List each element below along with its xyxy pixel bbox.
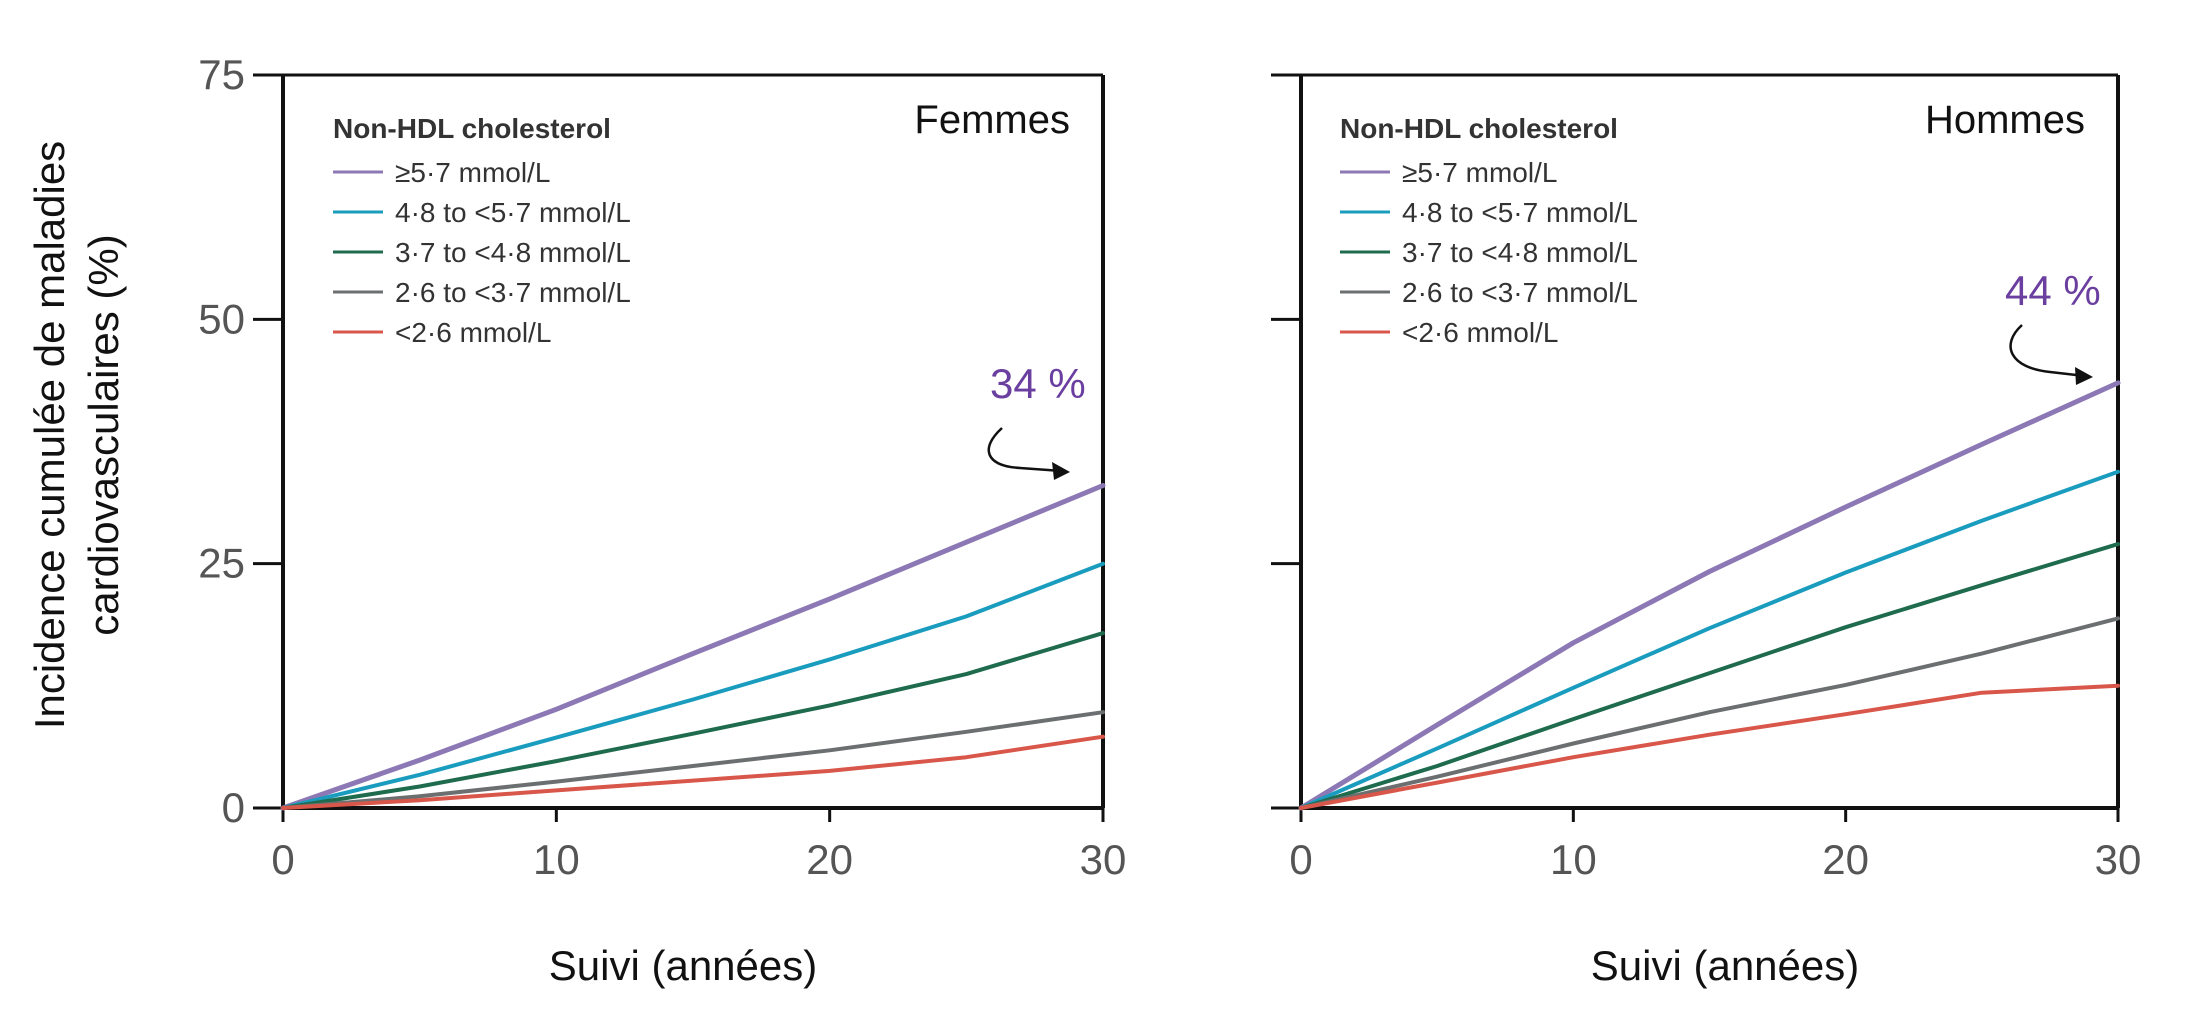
series-line-4 <box>281 734 1105 810</box>
panel-title-hommes: Hommes <box>1925 98 2085 142</box>
series-lines <box>280 483 1106 811</box>
panel-femmes: 0 25 50 75 0 10 20 30 Femmes Non-HDL cholester… <box>198 51 1126 989</box>
legend-label: 4·8 to <5·7 mmol/L <box>395 197 631 228</box>
legend-label: ≥5·7 mmol/L <box>395 157 550 188</box>
x-tick-label: 0 <box>271 836 294 883</box>
x-axis-title: Suivi (années) <box>1591 942 1859 989</box>
y-tick-label: 25 <box>198 540 245 587</box>
legend: Non-HDL cholesterol ≥5·7 mmol/L 4·8 to <5… <box>1340 113 1638 348</box>
series-line-3 <box>281 710 1105 810</box>
series-lines <box>1298 380 2121 811</box>
legend-label: 4·8 to <5·7 mmol/L <box>1402 197 1638 228</box>
x-ticks: 0 10 20 30 <box>1289 808 2141 883</box>
y-tick-label: 0 <box>222 784 245 831</box>
x-tick-label: 20 <box>1822 836 1869 883</box>
x-tick-label: 10 <box>533 836 580 883</box>
y-ticks <box>1271 73 1301 810</box>
arrow-head-icon <box>1052 462 1070 480</box>
legend-label: 2·6 to <3·7 mmol/L <box>395 277 631 308</box>
legend-label: ≥5·7 mmol/L <box>1402 157 1557 188</box>
series-line-4 <box>1299 683 2120 810</box>
x-tick-label: 0 <box>1289 836 1312 883</box>
annotation-arrow <box>987 427 1063 473</box>
y-axis-title-line-1: Incidence cumulée de maladies <box>26 141 73 729</box>
annotation-arrow <box>2009 324 2086 378</box>
panel-hommes: 0 10 20 30 Hommes Non-HDL cholesterol ≥5·7 … <box>1271 73 2141 989</box>
x-tick-label: 30 <box>2095 836 2142 883</box>
y-tick-label: 75 <box>198 51 245 98</box>
arrow-head-icon <box>2075 367 2093 385</box>
legend-label: 3·7 to <4·8 mmol/L <box>395 237 631 268</box>
series-line-3 <box>1299 616 2120 810</box>
series-line-1 <box>1299 469 2120 810</box>
x-tick-label: 30 <box>1080 836 1127 883</box>
legend-label: 2·6 to <3·7 mmol/L <box>1402 277 1638 308</box>
legend-label: 3·7 to <4·8 mmol/L <box>1402 237 1638 268</box>
y-axis-title-line-2: cardiovasculaires (%) <box>80 234 127 635</box>
y-tick-label: 50 <box>198 295 245 342</box>
x-ticks: 0 10 20 30 <box>271 808 1126 883</box>
series-line-2 <box>281 631 1105 810</box>
legend: Non-HDL cholesterol ≥5·7 mmol/L 4·8 to <5… <box>333 113 631 348</box>
annotation-34-percent: 34 % <box>990 360 1086 407</box>
legend-label: <2·6 mmol/L <box>395 317 551 348</box>
series-line-2 <box>1299 542 2120 810</box>
panel-title-femmes: Femmes <box>914 98 1070 142</box>
y-ticks: 0 25 50 75 <box>198 51 283 831</box>
x-tick-label: 20 <box>806 836 853 883</box>
x-axis-title: Suivi (années) <box>549 942 817 989</box>
series-line-1 <box>281 561 1105 810</box>
annotation-44-percent: 44 % <box>2005 267 2101 314</box>
x-tick-label: 10 <box>1550 836 1597 883</box>
series-line-0 <box>1298 380 2121 811</box>
legend-label: <2·6 mmol/L <box>1402 317 1558 348</box>
series-line-0 <box>280 483 1106 811</box>
legend-title: Non-HDL cholesterol <box>1340 113 1618 144</box>
legend-title: Non-HDL cholesterol <box>333 113 611 144</box>
